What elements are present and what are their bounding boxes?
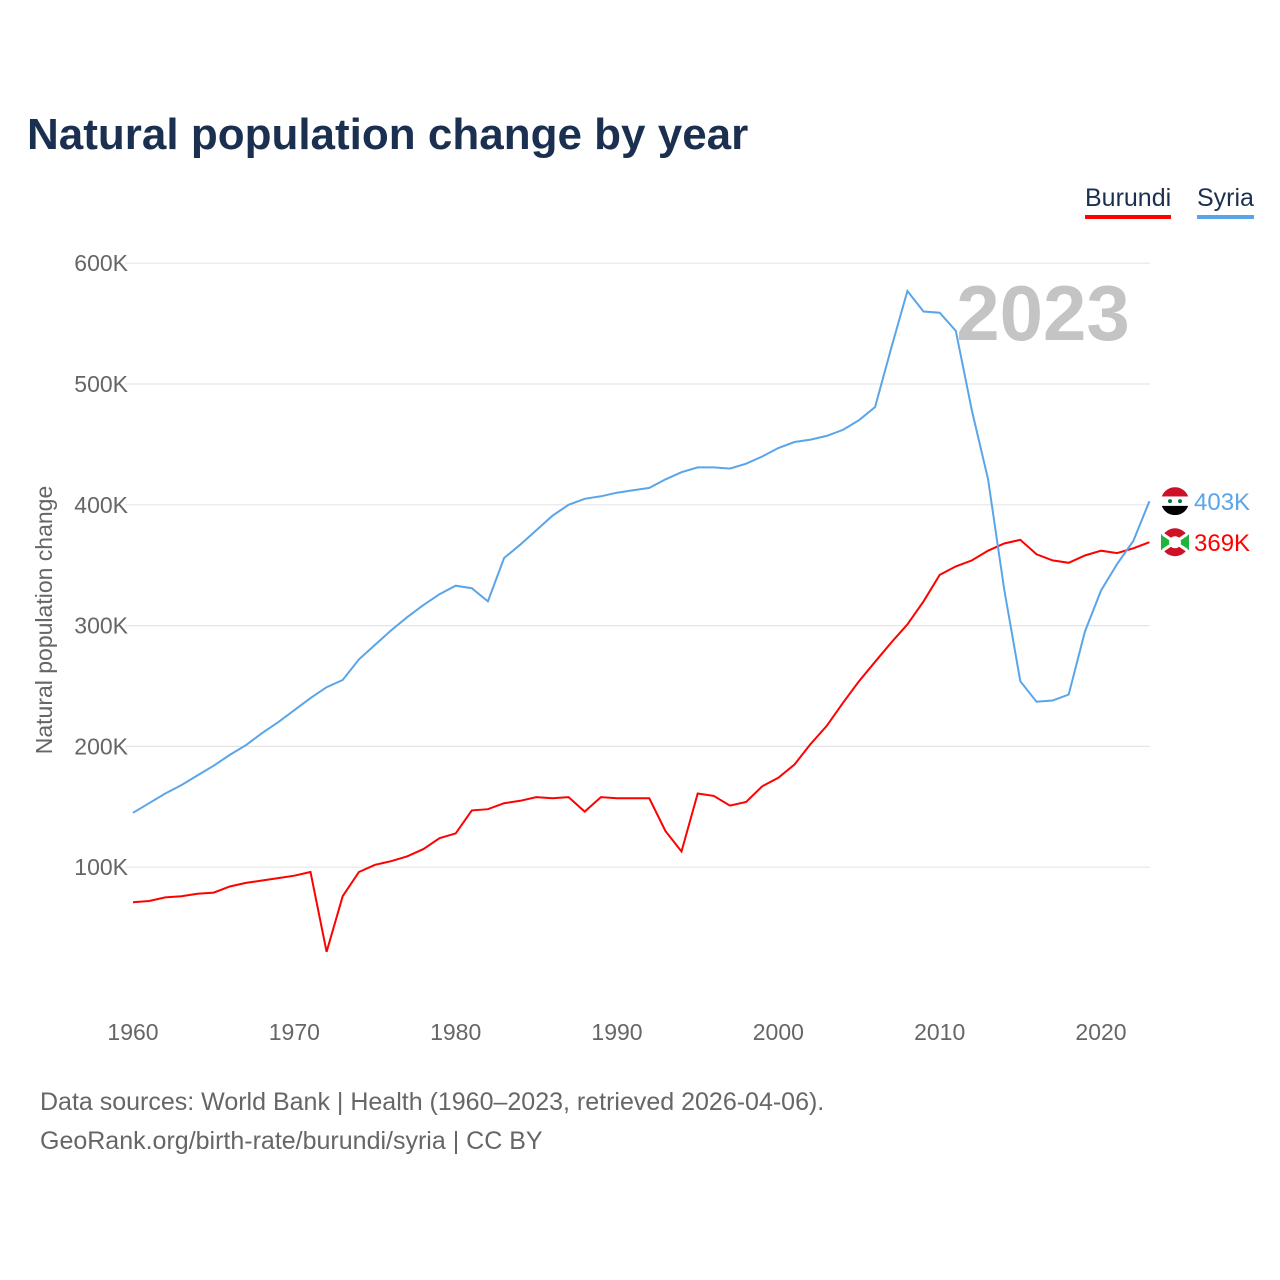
burundi-flag-icon [1161,528,1189,557]
legend-syria[interactable]: Syria [1197,184,1254,219]
x-tick-label: 2020 [1075,1019,1126,1045]
series-line-syria [132,288,1151,814]
y-axis-label: Natural population change [31,486,57,755]
legend-burundi[interactable]: Burundi [1085,184,1172,219]
x-tick-label: 1970 [269,1019,320,1045]
y-tick-label: 200K [74,733,128,759]
y-tick-label: 400K [74,492,128,518]
x-tick-label: 1990 [591,1019,642,1045]
y-tick-label: 500K [74,371,128,397]
syria-flag-icon [1161,487,1189,516]
x-tick-label: 1980 [430,1019,481,1045]
x-tick-label: 1960 [107,1019,158,1045]
x-tick-label: 2000 [753,1019,804,1045]
y-tick-label: 600K [74,250,128,276]
year-watermark: 2023 [956,269,1130,357]
chart-title: Natural population change by year [27,110,749,159]
footer-sources: Data sources: World Bank | Health (1960–… [40,1088,825,1116]
end-label-syria: 403K [1194,489,1250,516]
y-tick-label: 100K [74,854,128,880]
y-tick-label: 300K [74,613,128,639]
end-label-burundi: 369K [1194,530,1250,557]
footer-link[interactable]: GeoRank.org/birth-rate/burundi/syria | C… [40,1127,543,1155]
x-tick-label: 2010 [914,1019,965,1045]
series-line-burundi [132,538,1150,953]
